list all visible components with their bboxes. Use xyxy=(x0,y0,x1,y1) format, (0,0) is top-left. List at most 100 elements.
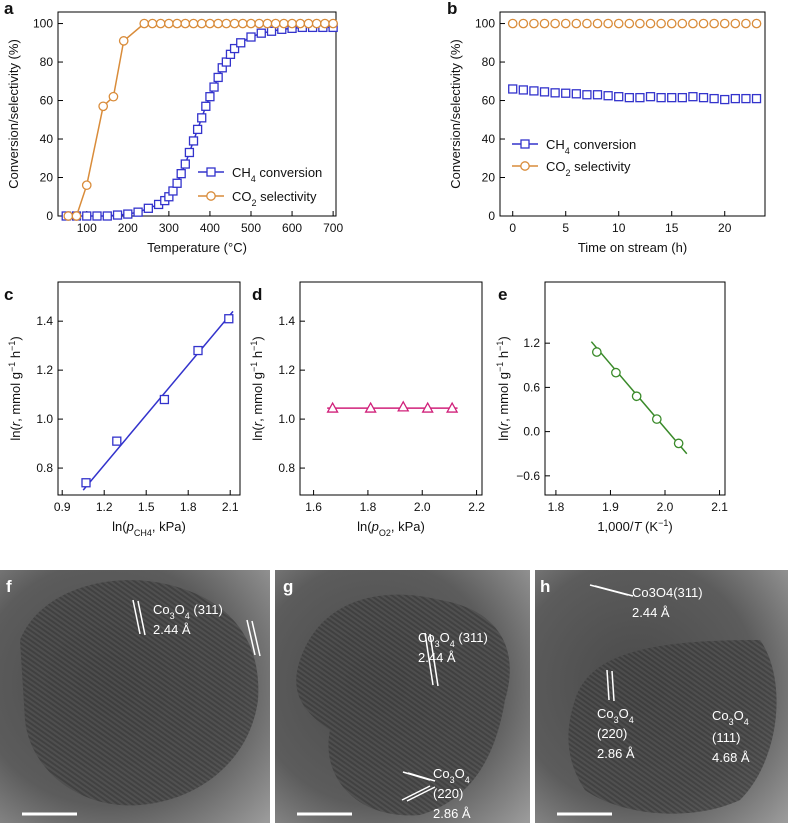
text-part: , kPa) xyxy=(152,519,186,534)
text-part: , mmol g xyxy=(8,372,23,422)
text-part: ln( xyxy=(357,519,372,534)
text-part: 2.44 Å xyxy=(632,605,670,620)
text-part: ln( xyxy=(496,426,511,441)
data-point xyxy=(213,72,223,83)
data-point xyxy=(582,18,592,29)
text-part: 4 xyxy=(185,611,190,621)
lattice-marker xyxy=(406,786,436,802)
text-part: (220) xyxy=(597,726,627,741)
data-point xyxy=(698,18,709,29)
text-part: Co xyxy=(153,602,170,617)
text-part: 2.44 Å xyxy=(418,650,456,665)
text-part: 2.86 Å xyxy=(597,746,635,761)
text-part: Co3O4(311) xyxy=(632,585,703,600)
plot-frame xyxy=(57,11,337,217)
data-point xyxy=(188,136,199,146)
data-point xyxy=(688,92,698,102)
text-part: Time on stream (h) xyxy=(578,240,687,255)
data-point xyxy=(98,101,109,112)
data-point xyxy=(71,211,82,221)
x-tick-label: 1.9 xyxy=(602,500,619,514)
text-part: CH xyxy=(546,137,565,152)
data-point xyxy=(635,92,645,103)
x-tick-label: 2.1 xyxy=(711,500,728,514)
lattice-marker xyxy=(611,670,615,702)
data-point xyxy=(560,18,571,29)
text-part: 3 xyxy=(729,717,734,727)
data-point xyxy=(229,43,240,54)
text-part: h xyxy=(250,351,265,362)
data-point xyxy=(213,18,223,29)
data-point xyxy=(112,210,123,220)
annotation: (220) xyxy=(433,786,463,801)
text-part: CO xyxy=(232,189,252,204)
data-point xyxy=(677,92,687,103)
y-axis-label: Conversion/selectivity (%) xyxy=(6,39,21,189)
data-point xyxy=(266,26,277,36)
data-point xyxy=(582,90,592,100)
text-part: 1,000/ xyxy=(597,519,634,534)
data-point xyxy=(287,18,297,29)
text-part: O xyxy=(734,708,744,723)
data-point xyxy=(645,18,656,29)
panel-letter: h xyxy=(540,577,550,596)
data-point xyxy=(741,18,751,29)
text-part: selectivity xyxy=(571,159,631,174)
data-point xyxy=(270,18,281,29)
text-part: O xyxy=(455,766,465,781)
text-part: ) xyxy=(250,336,265,340)
text-part: conversion xyxy=(570,137,636,152)
text-part: Co xyxy=(418,630,435,645)
data-point xyxy=(221,18,232,29)
text-part: T xyxy=(633,519,642,534)
panel-letter: f xyxy=(6,577,12,596)
legend-marker xyxy=(206,191,216,201)
data-point xyxy=(364,401,377,413)
y-tick-label: 1.2 xyxy=(36,363,53,377)
text-part: −1 xyxy=(249,341,259,351)
data-point xyxy=(635,18,645,29)
panel-letter: e xyxy=(498,285,507,304)
y-tick-label: 0.6 xyxy=(523,380,540,394)
lattice-marker xyxy=(606,669,610,701)
data-point xyxy=(262,18,273,29)
lattice-marker xyxy=(594,585,634,597)
data-point xyxy=(311,18,322,29)
data-point xyxy=(254,18,265,29)
y-tick-label: 20 xyxy=(40,171,54,185)
text-part: r xyxy=(250,421,265,426)
data-point xyxy=(92,211,102,221)
x-tick-label: 0 xyxy=(509,221,516,235)
data-point xyxy=(176,169,186,179)
data-point xyxy=(688,18,698,29)
x-tick-label: 5 xyxy=(562,221,569,235)
data-point xyxy=(205,92,215,102)
data-point xyxy=(164,18,174,29)
y-tick-label: 80 xyxy=(482,55,496,69)
annotation: 2.86 Å xyxy=(597,746,635,761)
data-point xyxy=(155,18,166,29)
x-axis-label: Temperature (°C) xyxy=(147,240,247,255)
x-tick-label: 0.9 xyxy=(54,500,71,514)
annotation: 2.86 Å xyxy=(433,806,471,821)
data-point xyxy=(529,18,539,29)
y-tick-label: 1.4 xyxy=(36,314,53,328)
data-point xyxy=(82,211,92,221)
data-point xyxy=(667,92,677,103)
y-tick-label: 1.2 xyxy=(278,363,295,377)
data-point xyxy=(603,91,613,101)
text-part: Temperature (°C) xyxy=(147,240,247,255)
text-part: Conversion/selectivity (%) xyxy=(448,39,463,189)
text-part: ) xyxy=(8,336,23,340)
data-point xyxy=(184,147,195,158)
annotation: (111) xyxy=(712,730,740,745)
data-point xyxy=(603,18,613,29)
text-part: h xyxy=(8,351,23,362)
data-point xyxy=(201,101,211,111)
data-point xyxy=(108,91,119,102)
data-point xyxy=(236,38,246,48)
data-point xyxy=(118,36,129,46)
lattice-marker xyxy=(251,620,261,657)
text-part: 2 xyxy=(566,168,571,178)
annotation: Co3O4 xyxy=(597,706,634,725)
